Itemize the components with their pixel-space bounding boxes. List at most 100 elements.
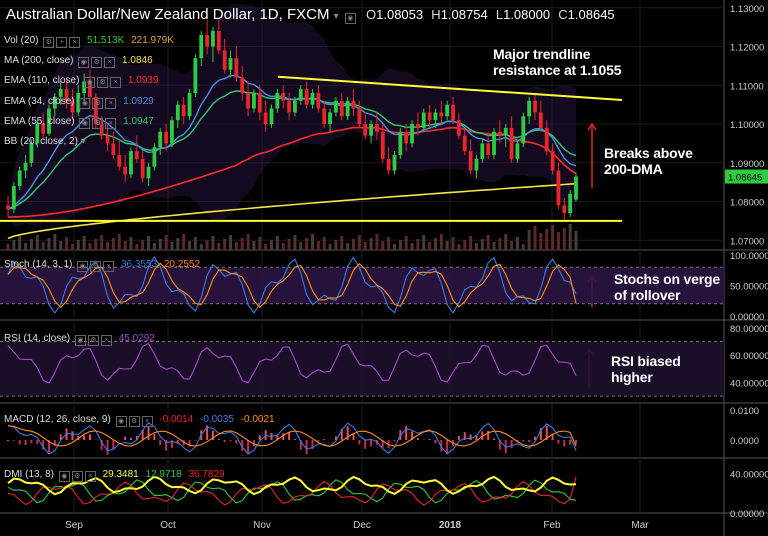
eye-icon[interactable]: ◉ xyxy=(58,471,70,482)
macd-histogram-bar xyxy=(539,428,542,440)
eye-icon[interactable]: ◉ xyxy=(77,261,89,272)
volume-bar xyxy=(480,239,484,250)
ema34-value: 1.0929 xyxy=(123,96,154,107)
legend-ema55[interactable]: EMA (55, close) ◉ ⚙ × 1.0947 xyxy=(4,116,154,129)
settings-icon[interactable]: ⚙ xyxy=(71,471,83,482)
stoch-tick-label: 100.00000 xyxy=(730,251,768,262)
settings-icon[interactable]: ⚙ xyxy=(128,416,140,427)
candle-body xyxy=(380,131,385,159)
legend-vol[interactable]: Vol (20) ⚙ + × 51.513K 221.979K xyxy=(4,35,174,48)
stoch-tick-label: 0.00000 xyxy=(730,312,764,323)
close-icon[interactable]: × xyxy=(105,118,117,129)
macd-histogram-bar xyxy=(534,436,537,440)
close-label: C xyxy=(558,7,568,22)
volume-bar xyxy=(141,240,145,250)
low-label: L xyxy=(495,7,504,22)
volume-bar xyxy=(6,244,10,250)
macd-histogram-bar xyxy=(575,440,577,445)
volume-bar xyxy=(129,237,133,250)
eye-icon[interactable]: ◉ xyxy=(115,416,127,427)
trendline-resistance xyxy=(277,75,623,101)
settings-icon[interactable]: ⚙ xyxy=(87,335,99,346)
eye-icon[interactable]: ◉ xyxy=(74,335,86,346)
candle-body xyxy=(64,89,69,101)
macd-histogram-bar xyxy=(428,439,431,440)
annotation-stoch: Stochs on verge of rollover xyxy=(614,271,720,303)
eye-icon[interactable]: ◉ xyxy=(84,77,96,88)
volume-bar xyxy=(123,241,127,250)
close-icon[interactable]: × xyxy=(69,37,81,48)
candle-body xyxy=(468,151,473,171)
volume-bar xyxy=(293,235,297,250)
macd-histogram-bar xyxy=(551,433,554,440)
volume-bar xyxy=(94,239,98,250)
macd-histogram-bar xyxy=(247,440,250,454)
candle-body xyxy=(515,143,520,159)
legend-ema34[interactable]: EMA (34, close) ◉ ⚙ × 1.0929 xyxy=(4,96,154,109)
settings-icon[interactable]: ⚙ xyxy=(43,37,55,48)
close-icon[interactable]: × xyxy=(141,416,153,427)
volume-bar xyxy=(106,242,110,250)
adx-line xyxy=(7,475,577,496)
candle-body xyxy=(316,93,321,109)
candle-body xyxy=(275,93,280,109)
open-value: 1.08053 xyxy=(376,7,424,22)
legend-ema110[interactable]: EMA (110, close) ◉ ⚙ × 1.0939 xyxy=(4,75,159,88)
stoch-tick-label: 50.00000 xyxy=(730,282,768,293)
eye-icon[interactable]: ◉ xyxy=(79,98,91,109)
macd-histogram-bar xyxy=(498,440,501,450)
settings-icon[interactable]: ⚙ xyxy=(92,118,104,129)
candle-body xyxy=(181,104,186,117)
close-icon[interactable]: × xyxy=(84,471,96,482)
macd-histogram-bar xyxy=(487,430,490,440)
eye-icon[interactable]: ◉ xyxy=(78,57,90,68)
close-icon[interactable]: × xyxy=(105,98,117,109)
volume-bar xyxy=(457,244,461,250)
macd-histogram-bar xyxy=(235,440,238,444)
settings-icon[interactable]: ⚙ xyxy=(90,261,102,272)
close-icon[interactable]: × xyxy=(100,335,112,346)
legend-rsi[interactable]: RSI (14, close) ◉ ⚙ × 45.0292 xyxy=(4,333,155,346)
dropdown-icon[interactable]: ▾ xyxy=(333,11,339,22)
rsi-label: RSI (14, close) xyxy=(4,333,71,344)
volume-bar xyxy=(12,240,16,250)
macd-histogram-bar xyxy=(170,440,173,448)
legend-ma200[interactable]: MA (200, close) ◉ ⚙ × 1.0846 xyxy=(4,55,153,68)
legend-bb[interactable]: BB (20, close, 2) ▾ xyxy=(4,136,86,147)
settings-icon[interactable]: ⚙ xyxy=(92,98,104,109)
volume-bar xyxy=(47,238,51,250)
macd-histogram-bar xyxy=(569,440,572,445)
macd-histogram-bar xyxy=(305,440,308,455)
macd-histogram-bar xyxy=(24,440,27,446)
candle-body xyxy=(287,100,291,113)
close-icon[interactable]: × xyxy=(110,77,122,88)
arrow-up-icon-head xyxy=(587,122,597,131)
volume-bar xyxy=(217,243,221,250)
candle-body xyxy=(568,193,573,214)
legend-stoch[interactable]: Stoch (14, 3, 1) ◉ ⚙ × 36.3553 20.2552 xyxy=(4,259,200,272)
symbol-title[interactable]: Australian Dollar/New Zealand Dollar, 1D… xyxy=(6,6,330,23)
high-label: H xyxy=(431,7,441,22)
candle-body xyxy=(199,34,204,59)
candle-body xyxy=(93,96,98,125)
eye-icon[interactable]: ◉ xyxy=(344,13,356,24)
eye-icon[interactable]: ◉ xyxy=(79,118,91,129)
macd-histogram-bar xyxy=(282,433,285,440)
stoch-label: Stoch (14, 3, 1) xyxy=(4,259,73,270)
candle-body xyxy=(462,135,467,152)
settings-icon[interactable]: ⚙ xyxy=(97,77,109,88)
volume-bar xyxy=(521,244,525,250)
settings-icon[interactable]: ⚙ xyxy=(91,57,103,68)
close-icon[interactable]: × xyxy=(103,261,115,272)
legend-dmi[interactable]: DMI (13, 8) ◉ ⚙ × 29.3481 12.9718 36.7829 xyxy=(4,469,225,482)
macd-histogram-bar xyxy=(381,440,384,448)
volume-bar xyxy=(404,236,408,250)
plus-icon[interactable]: + xyxy=(56,37,68,48)
candle-body xyxy=(76,93,81,113)
legend-macd[interactable]: MACD (12, 26, close, 9) ◉ ⚙ × -0.0014 -0.0… xyxy=(4,414,275,427)
dropdown-icon[interactable]: ▾ xyxy=(80,136,86,147)
macd-histogram-bar xyxy=(42,440,45,450)
close-icon[interactable]: × xyxy=(104,57,116,68)
candle-body xyxy=(88,81,92,97)
